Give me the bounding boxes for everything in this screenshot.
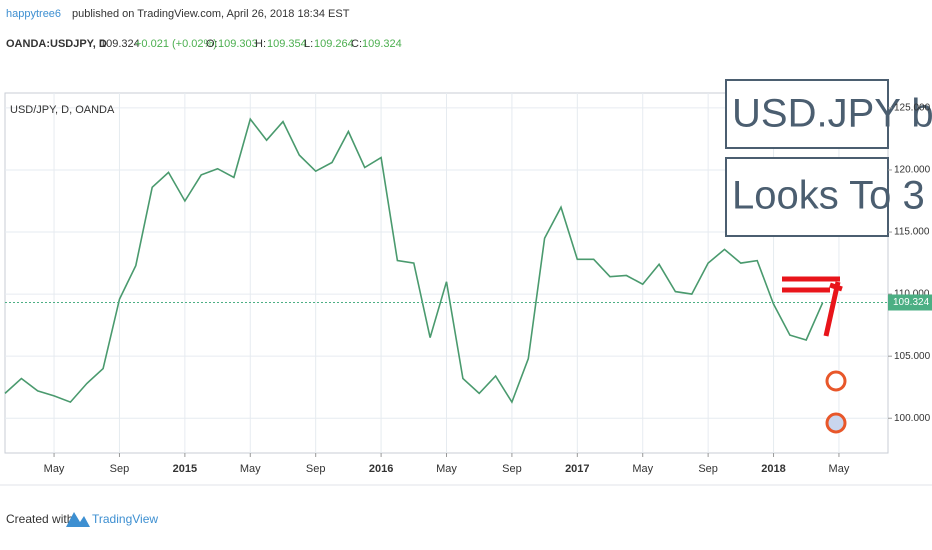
y-tick-label: 125.000: [894, 103, 931, 114]
annotation: USD.JPY brea: [732, 92, 932, 136]
x-tick-label: Sep: [698, 463, 718, 475]
price: 109.324: [100, 38, 140, 50]
footer-text: Created with: [6, 512, 73, 526]
price-line: [4, 117, 824, 404]
x-tick-label: May: [632, 463, 653, 475]
c-label: C:: [351, 38, 362, 50]
change: +0.021 (+0.02%): [135, 38, 217, 50]
last-price-label: 109.324: [893, 297, 930, 308]
event-icon[interactable]: [825, 412, 847, 434]
legend-label: USD/JPY, D, OANDA: [10, 104, 115, 116]
author[interactable]: happytree6: [6, 8, 61, 20]
annotation-box: [725, 79, 889, 149]
arrow-drawing: [782, 276, 843, 337]
x-tick-label: 2015: [173, 463, 197, 475]
x-tick-label: Sep: [502, 463, 522, 475]
x-tick-label: May: [240, 463, 261, 475]
o-value: 109.303: [218, 38, 258, 50]
last-price-tag: [888, 294, 932, 311]
x-tick-label: May: [436, 463, 457, 475]
x-tick-label: 2017: [565, 463, 589, 475]
x-tick-label: Sep: [306, 463, 326, 475]
x-tick-label: 2016: [369, 463, 393, 475]
l-label: L:: [304, 38, 313, 50]
o-label: O:: [206, 38, 218, 50]
l-value: 109.264: [314, 38, 354, 50]
x-tick-label: May: [829, 463, 850, 475]
y-tick-label: 100.000: [894, 413, 931, 424]
y-tick-label: 115.000: [894, 227, 930, 238]
x-tick-label: 2018: [761, 463, 785, 475]
logo: [66, 512, 90, 527]
y-tick-label: 120.000: [894, 165, 931, 176]
symbol: OANDA:USDJPY, D: [6, 38, 107, 50]
annotation-box: [725, 157, 889, 237]
y-tick-label: 105.000: [894, 351, 931, 362]
event-icon[interactable]: [825, 370, 847, 392]
x-tick-label: May: [44, 463, 65, 475]
h-label: H:: [255, 38, 266, 50]
published: published on TradingView.com, April 26, …: [72, 8, 350, 20]
x-tick-label: Sep: [110, 463, 130, 475]
c-value: 109.324: [362, 38, 402, 50]
y-tick-label: 110.000: [894, 289, 930, 300]
footer-brand[interactable]: TradingView: [92, 512, 158, 526]
annotation: Looks To 3 M: [732, 174, 932, 218]
h-value: 109.354: [267, 38, 307, 50]
